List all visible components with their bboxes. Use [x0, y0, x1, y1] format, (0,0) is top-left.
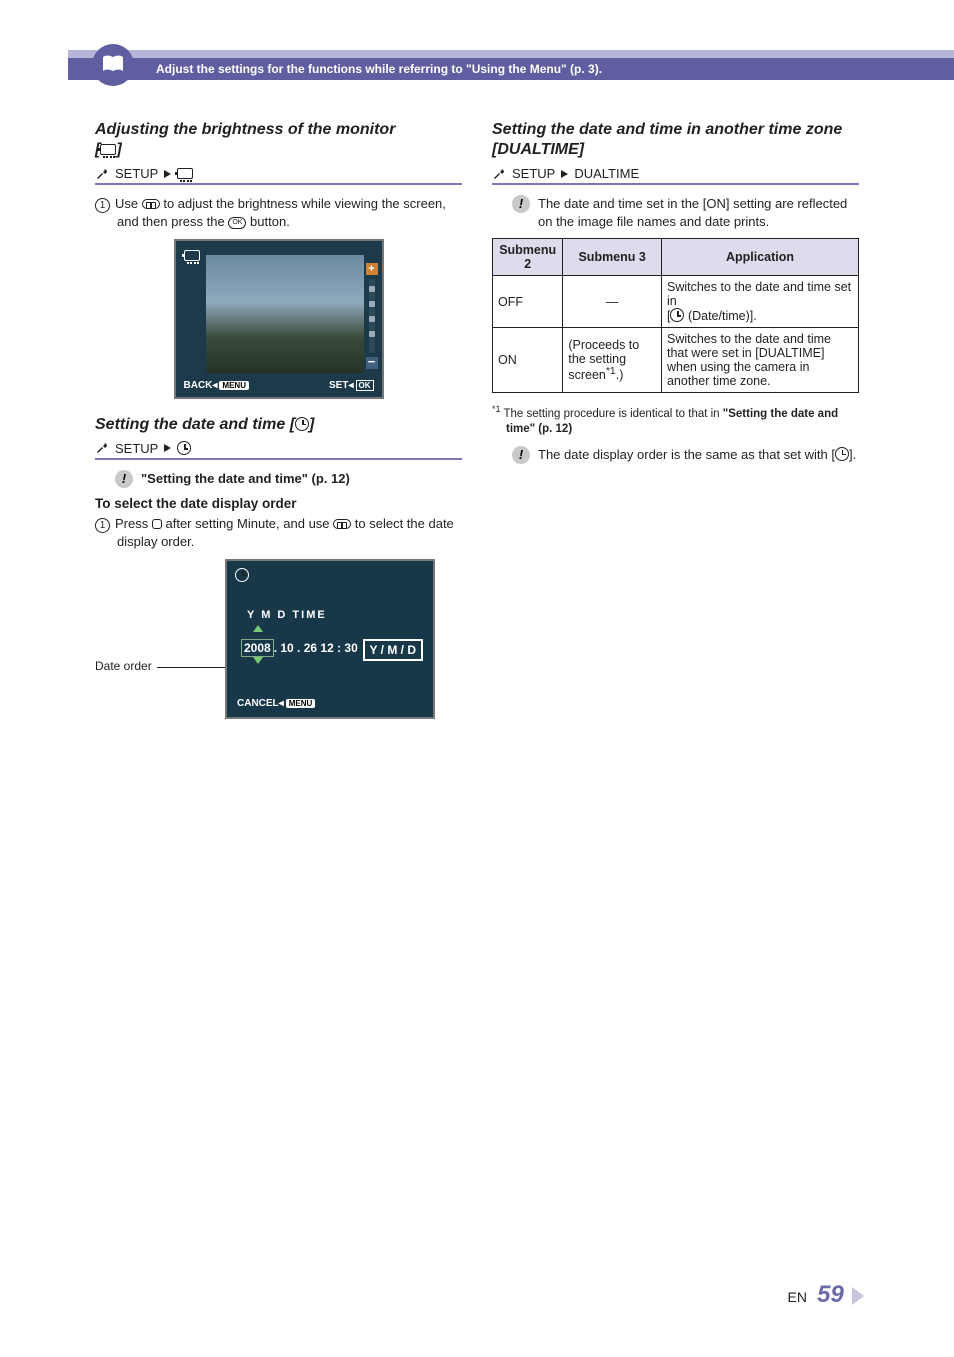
preview-photo: [206, 255, 364, 373]
clock-icon: [295, 417, 309, 431]
table-cell: Switches to the date and time that were …: [661, 328, 858, 393]
book-icon: [92, 44, 134, 86]
datetime-note: ! "Setting the date and time" (p. 12): [115, 470, 462, 488]
breadcrumb-datetime: SETUP: [95, 441, 462, 460]
breadcrumb-label: SETUP: [115, 441, 158, 456]
clock-icon: [235, 567, 249, 585]
table-cell: OFF: [493, 276, 563, 328]
dualtime-table: Submenu 2 Submenu 3 Application OFF — Sw…: [492, 238, 859, 393]
table-row: ON (Proceeds to the setting screen*1.) S…: [493, 328, 859, 393]
breadcrumb-label: SETUP: [512, 166, 555, 181]
info-icon: !: [512, 446, 530, 464]
right-column: Setting the date and time in another tim…: [492, 120, 859, 739]
date-values: 2008. 10 . 26 12 : 30: [241, 639, 358, 657]
table-cell: Switches to the date and time set in[ (D…: [661, 276, 858, 328]
breadcrumb-brightness: SETUP: [95, 166, 462, 185]
arrow-up-icon: [253, 625, 263, 632]
wrench-icon: [95, 167, 109, 181]
clock-icon: [835, 447, 849, 461]
arrow-down-icon: [253, 657, 263, 664]
table-cell: ON: [493, 328, 563, 393]
wrench-icon: [95, 441, 109, 455]
section-brightness-title: Adjusting the brightness of the monitor …: [95, 120, 462, 160]
table-header: Submenu 3: [563, 239, 662, 276]
ok-func-button-icon: OK: [228, 217, 246, 229]
note-text: "Setting the date and time" (p. 12): [141, 470, 350, 488]
page-arrow-icon: [852, 1287, 864, 1305]
dualtime-note-2: ! The date display order is the same as …: [512, 446, 859, 464]
left-column: Adjusting the brightness of the monitor …: [95, 120, 462, 739]
step-number-icon: 1: [95, 518, 110, 533]
dpad-icon: [142, 199, 160, 209]
right-button-icon: [152, 519, 162, 529]
breadcrumb-label: SETUP: [115, 166, 158, 181]
date-order-caption: Date order: [95, 659, 152, 673]
display-icon: [177, 168, 193, 179]
table-row: OFF — Switches to the date and time set …: [493, 276, 859, 328]
dpad-icon: [333, 519, 351, 529]
ymd-labels: Y M D TIME: [247, 609, 327, 621]
note-text: The date and time set in the [ON] settin…: [538, 195, 859, 230]
wrench-icon: [492, 167, 506, 181]
back-label: BACK◂MENU: [184, 380, 249, 391]
table-header: Submenu 2: [493, 239, 563, 276]
date-order-subhead: To select the date display order: [95, 496, 462, 511]
note-text: The date display order is the same as th…: [538, 446, 856, 464]
date-order-step-1: 1Press after setting Minute, and use to …: [117, 515, 462, 551]
section-dualtime-title: Setting the date and time in another tim…: [492, 120, 859, 160]
page-number: 59: [817, 1281, 844, 1308]
info-icon: !: [115, 470, 133, 488]
brightness-slider[interactable]: [369, 279, 375, 353]
cancel-label: CANCEL◂MENU: [237, 698, 315, 709]
header-banner: Adjust the settings for the functions wh…: [0, 50, 954, 74]
footnote-1: *1 The setting procedure is identical to…: [492, 403, 859, 438]
set-label: SET◂OK: [329, 380, 373, 391]
lang-label: EN: [788, 1289, 807, 1305]
chevron-right-icon: [164, 444, 171, 452]
brightness-step-1: 1Use to adjust the brightness while view…: [117, 195, 462, 231]
table-header-row: Submenu 2 Submenu 3 Application: [493, 239, 859, 276]
dualtime-note-1: ! The date and time set in the [ON] sett…: [512, 195, 859, 230]
display-icon: [100, 144, 116, 155]
info-icon: !: [512, 195, 530, 213]
plus-icon: +: [366, 263, 378, 275]
clock-icon: [177, 441, 191, 455]
page-footer: EN 59: [788, 1281, 865, 1309]
chevron-right-icon: [561, 170, 568, 178]
lcd-brightness-preview: + − BACK◂MENU SET◂OK: [174, 239, 384, 399]
chevron-right-icon: [164, 170, 171, 178]
breadcrumb-item: DUALTIME: [574, 166, 639, 181]
display-icon: [184, 247, 200, 265]
table-cell: (Proceeds to the setting screen*1.): [563, 328, 662, 393]
banner-text: Adjust the settings for the functions wh…: [68, 58, 954, 80]
lcd-date-preview: Y M D TIME 2008. 10 . 26 12 : 30 Y / M /…: [225, 559, 435, 719]
table-cell: —: [563, 276, 662, 328]
section-datetime-title: Setting the date and time []: [95, 415, 462, 435]
minus-icon: −: [366, 357, 378, 369]
clock-icon: [670, 308, 684, 322]
table-header: Application: [661, 239, 858, 276]
breadcrumb-dualtime: SETUP DUALTIME: [492, 166, 859, 185]
date-order-box: Y / M / D: [363, 639, 423, 661]
step-number-icon: 1: [95, 198, 110, 213]
